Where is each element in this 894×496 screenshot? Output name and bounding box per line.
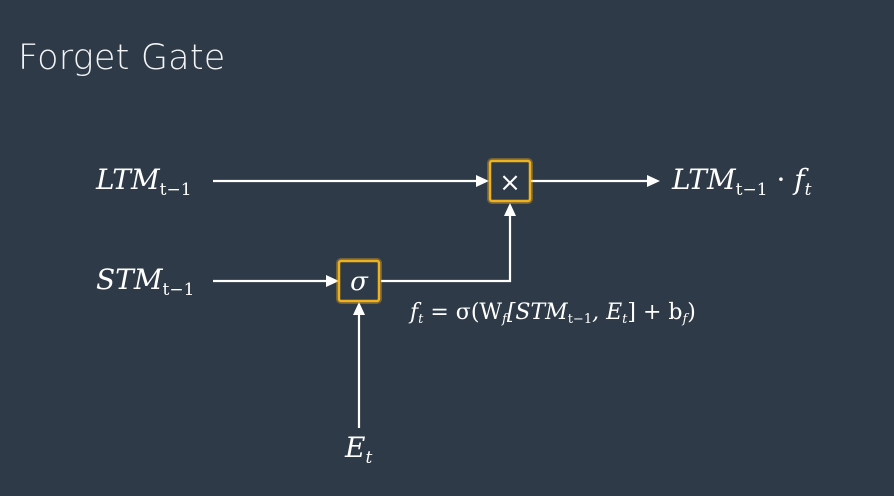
sigmoid-symbol: σ xyxy=(350,267,369,297)
output-label: LTMt−1 · ft xyxy=(672,166,812,199)
multiply-node: × xyxy=(487,158,533,204)
formula-lhs: f xyxy=(410,300,419,325)
ltm-input-main: LTM xyxy=(96,163,160,196)
output-arrowhead xyxy=(647,175,660,187)
stm-input-sub: t−1 xyxy=(162,280,195,300)
formula-paren-close: ) xyxy=(687,300,696,325)
sigmoid-out-arrowhead xyxy=(504,203,516,216)
event-input-sub: t xyxy=(365,448,373,468)
output-sub: t−1 xyxy=(735,180,768,200)
forget-gate-formula: ft = σ(Wf[STMt−1, Et] + bf) xyxy=(410,300,696,327)
stm-input-label: STMt−1 xyxy=(96,266,194,299)
output-main: LTM xyxy=(672,163,736,196)
event-arrowhead xyxy=(353,302,365,315)
event-input-main: E xyxy=(345,431,366,464)
formula-mid: , E xyxy=(592,300,623,325)
formula-lhs-sub: t xyxy=(418,312,424,327)
sigmoid-to-multiply-wire xyxy=(381,215,512,283)
formula-eq: = σ(W xyxy=(423,300,503,325)
sigmoid-node: σ xyxy=(336,258,382,304)
formula-b-sub: f xyxy=(682,312,688,327)
output-f: f xyxy=(794,163,805,196)
formula-stm-sub: t−1 xyxy=(567,312,593,327)
multiply-symbol: × xyxy=(499,168,521,198)
formula-bracket-close: ] + b xyxy=(627,300,683,325)
ltm-arrowhead xyxy=(476,175,489,187)
stm-arrowhead xyxy=(326,275,339,287)
slide-title: Forget Gate xyxy=(18,38,226,78)
output-dot: · xyxy=(776,163,786,196)
formula-e-sub: t xyxy=(622,312,628,327)
event-input-label: Et xyxy=(345,434,372,467)
formula-w-sub: f xyxy=(502,312,507,327)
stm-input-main: STM xyxy=(96,263,163,296)
formula-bracket-open: [STM xyxy=(506,300,568,325)
output-f-sub: t xyxy=(804,180,812,200)
ltm-input-sub: t−1 xyxy=(159,180,192,200)
ltm-input-label: LTMt−1 xyxy=(96,166,192,199)
